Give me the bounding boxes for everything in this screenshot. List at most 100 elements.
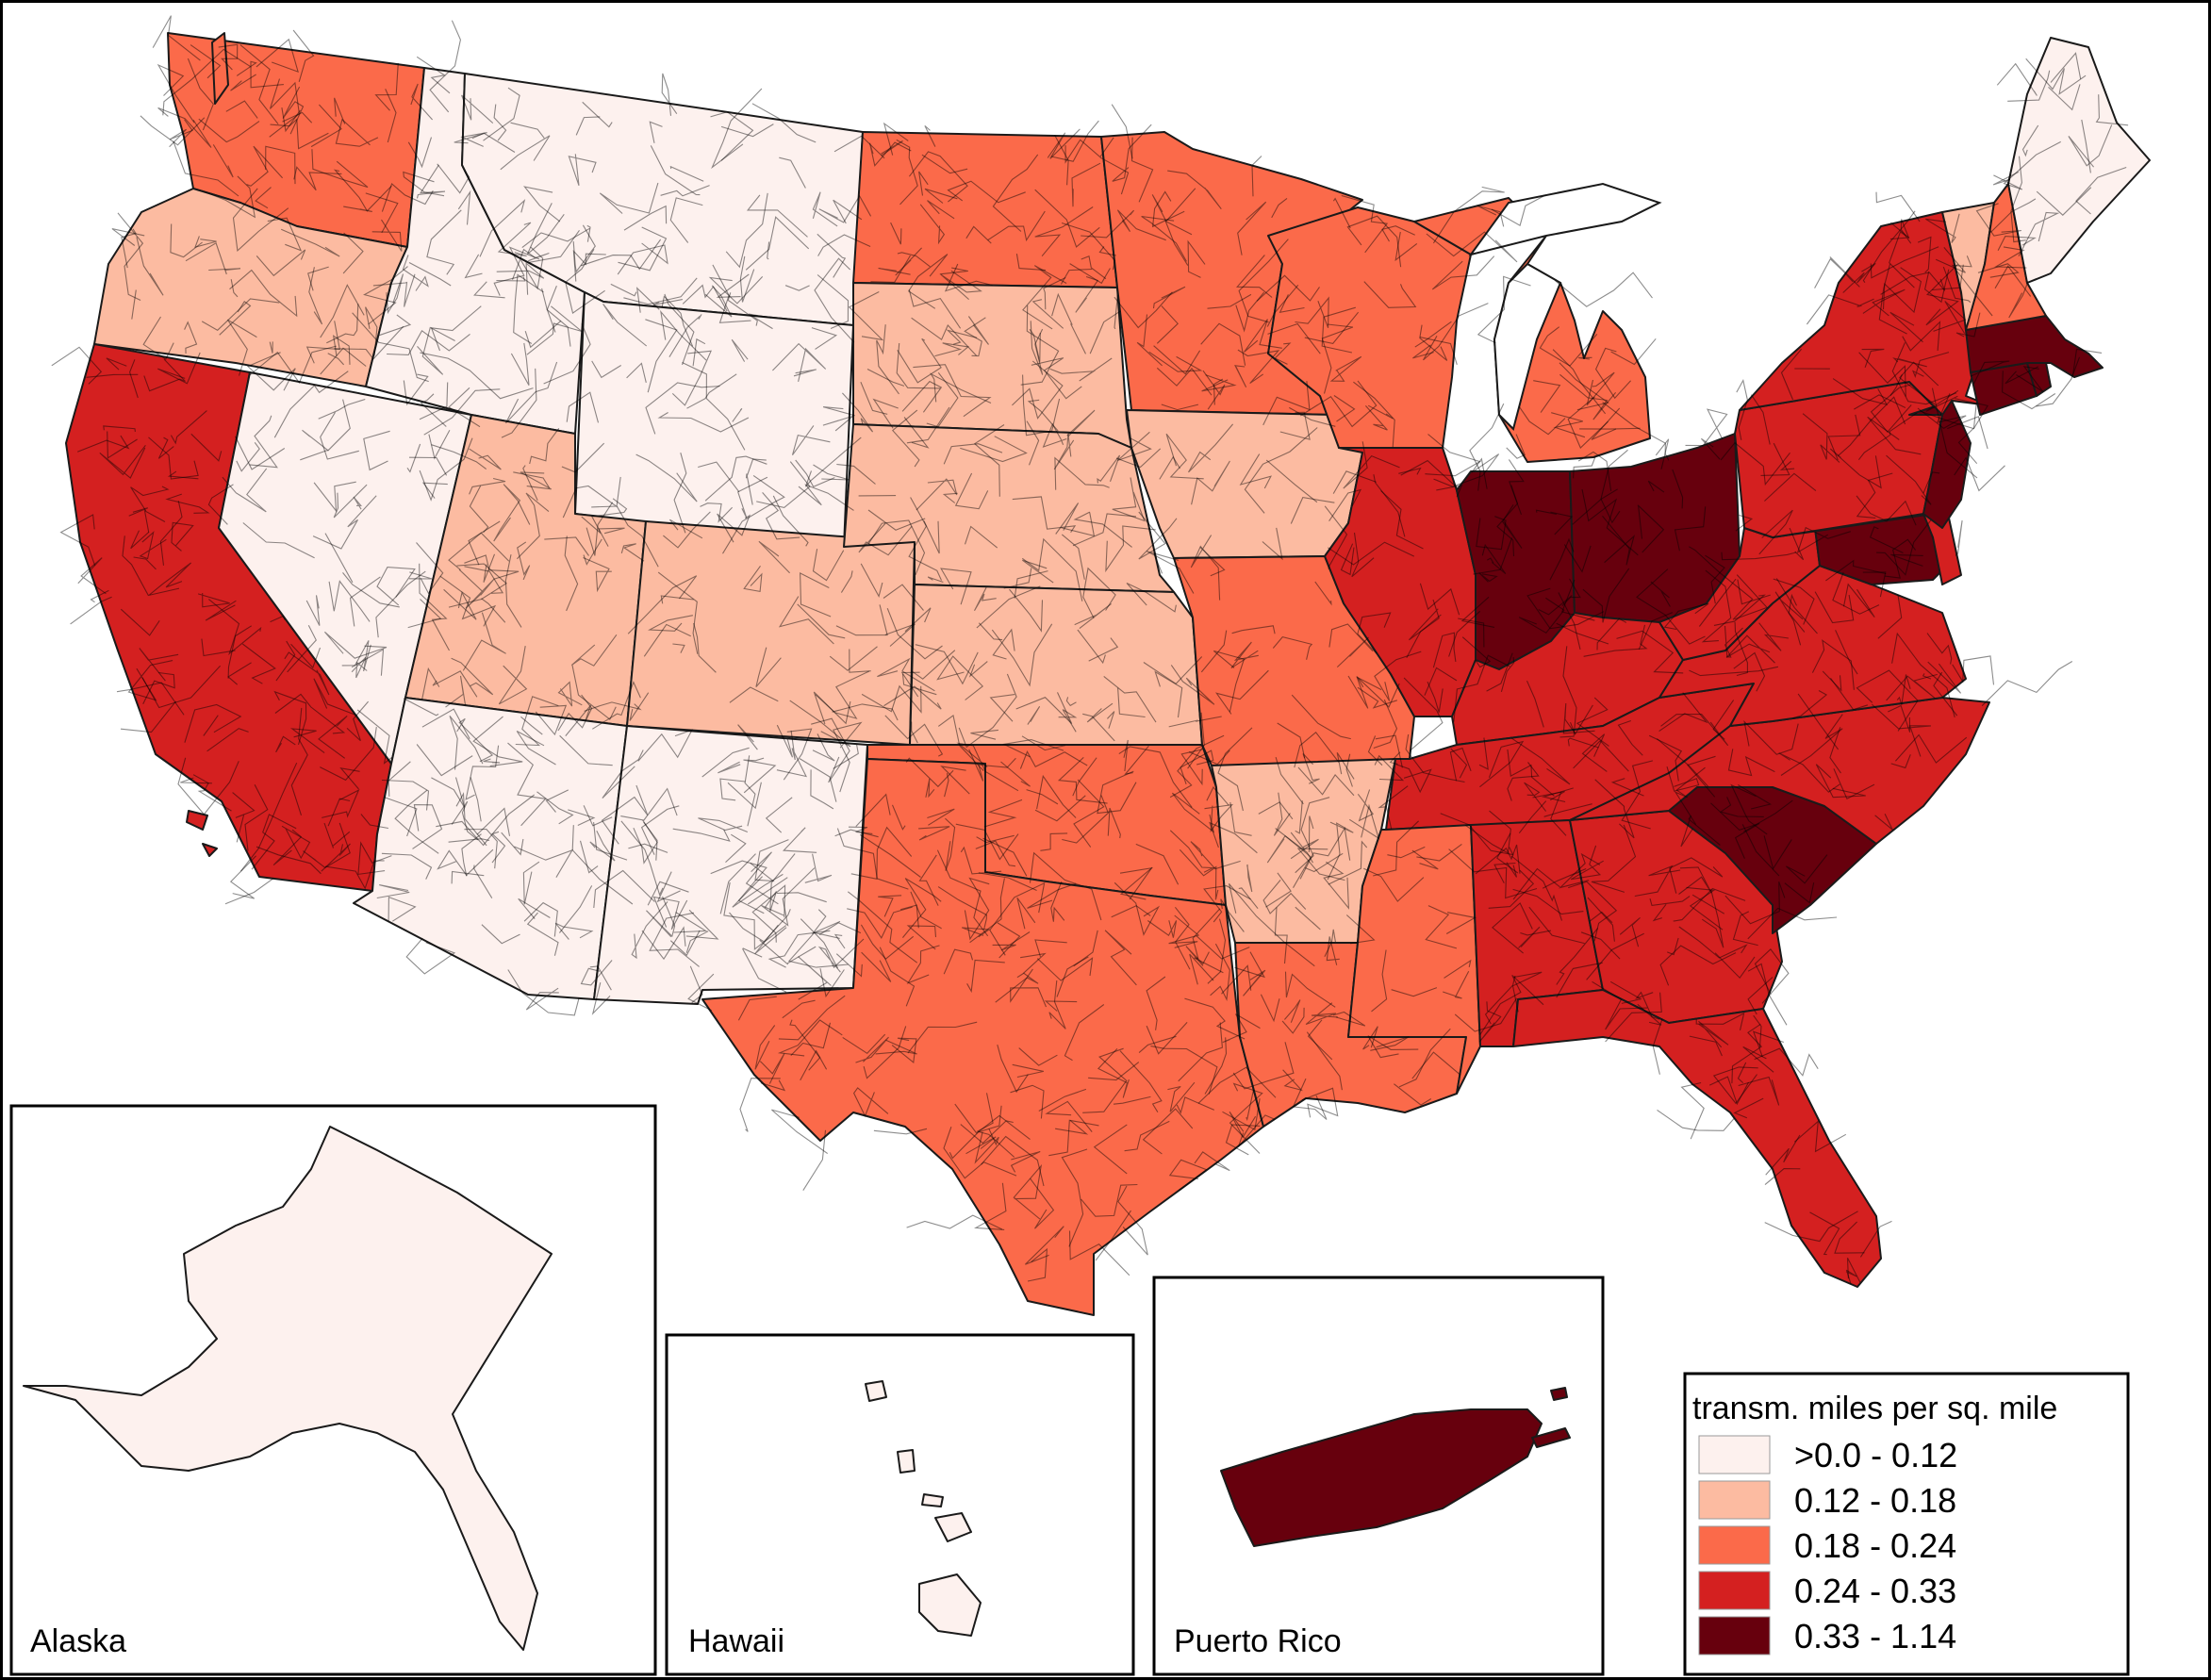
transmission-line <box>1419 324 1448 361</box>
transmission-line <box>1721 552 1797 561</box>
transmission-line <box>906 1214 1003 1230</box>
transmission-line <box>1238 239 1289 323</box>
transmission-line <box>583 538 602 566</box>
transmission-line <box>847 891 918 964</box>
transmission-line <box>812 191 838 227</box>
transmission-line <box>1279 411 1311 440</box>
transmission-line <box>142 316 174 360</box>
transmission-line <box>1178 1022 1223 1082</box>
transmission-line <box>1510 855 1563 921</box>
transmission-line <box>403 171 445 197</box>
transmission-line <box>461 833 494 877</box>
transmission-line <box>833 135 885 159</box>
transmission-line <box>1112 124 1152 182</box>
transmission-line <box>701 747 750 778</box>
transmission-line <box>911 317 978 356</box>
transmission-line <box>1902 321 1941 352</box>
transmission-line <box>1431 255 1495 290</box>
transmission-line <box>229 269 298 318</box>
transmission-line <box>817 234 871 256</box>
transmission-line <box>800 571 832 618</box>
transmission-line <box>1038 1088 1087 1112</box>
transmission-line <box>405 937 456 975</box>
transmission-line <box>1493 862 1516 883</box>
transmission-line <box>224 878 274 905</box>
transmission-line <box>1234 951 1266 979</box>
transmission-line <box>1022 374 1061 436</box>
transmission-line <box>876 324 899 395</box>
transmission-line <box>1842 262 1876 293</box>
legend-items: >0.0 - 0.12 0.12 - 0.18 0.18 - 0.24 0.24 - … <box>1698 1435 1957 1655</box>
transmission-line <box>575 116 601 136</box>
transmission-line <box>1089 310 1121 354</box>
state-north-dakota <box>852 131 1118 288</box>
transmission-line <box>225 100 258 119</box>
transmission-line <box>649 912 700 967</box>
transmission-line <box>1478 737 1489 770</box>
transmission-line <box>1539 326 1598 367</box>
transmission-line <box>743 565 763 593</box>
transmission-line <box>496 261 545 295</box>
transmission-line <box>617 242 668 275</box>
transmission-line <box>320 727 377 782</box>
transmission-line <box>1736 378 1748 440</box>
transmission-line <box>1180 749 1204 786</box>
transmission-line <box>1689 1035 1723 1057</box>
transmission-line <box>1572 488 1618 525</box>
transmission-line <box>927 808 955 826</box>
transmission-line <box>1475 844 1521 875</box>
transmission-line <box>883 584 924 611</box>
transmission-line <box>1027 705 1041 725</box>
transmission-line <box>449 715 484 770</box>
transmission-line <box>1043 277 1066 310</box>
transmission-line <box>2010 156 2026 243</box>
transmission-line <box>1168 716 1222 728</box>
transmission-line <box>1750 394 1771 445</box>
transmission-line <box>620 820 664 897</box>
transmission-line <box>1036 957 1094 981</box>
transmission-line <box>1243 969 1266 996</box>
transmission-line <box>408 571 433 580</box>
transmission-line <box>1069 263 1111 285</box>
transmission-line <box>1114 295 1118 330</box>
transmission-line <box>1042 422 1067 448</box>
transmission-line <box>637 729 694 762</box>
transmission-line <box>848 291 884 341</box>
transmission-line <box>1764 472 1817 502</box>
transmission-line <box>1674 766 1706 825</box>
transmission-line <box>130 486 170 512</box>
transmission-line <box>1277 722 1306 759</box>
transmission-line <box>890 222 902 245</box>
transmission-line <box>906 406 950 444</box>
transmission-line <box>1484 975 1516 1025</box>
transmission-line <box>737 996 777 1021</box>
transmission-line <box>1274 907 1288 964</box>
transmission-line <box>1933 671 1958 716</box>
transmission-line <box>968 749 1016 782</box>
transmission-line <box>1479 740 1525 788</box>
transmission-line <box>643 623 691 657</box>
transmission-line <box>580 239 662 271</box>
transmission-line <box>2005 366 2039 385</box>
transmission-line <box>1232 1042 1295 1090</box>
lake-superior <box>1468 182 1662 256</box>
transmission-line <box>1065 697 1077 707</box>
transmission-line <box>802 1129 827 1191</box>
transmission-line <box>1742 1046 1774 1073</box>
transmission-line <box>1559 646 1577 738</box>
transmission-line <box>1891 632 1955 718</box>
transmission-line <box>541 288 556 333</box>
transmission-line <box>1098 246 1116 256</box>
transmission-line <box>1095 1210 1131 1261</box>
transmission-line <box>1586 371 1615 406</box>
transmission-line <box>1500 657 1515 693</box>
transmission-line <box>718 761 741 774</box>
transmission-line <box>1793 1120 1847 1153</box>
transmission-line <box>432 670 478 698</box>
state-florida <box>1512 989 1882 1288</box>
transmission-line <box>901 380 943 413</box>
transmission-line <box>157 63 195 124</box>
transmission-line <box>645 382 720 435</box>
transmission-line <box>273 690 307 746</box>
